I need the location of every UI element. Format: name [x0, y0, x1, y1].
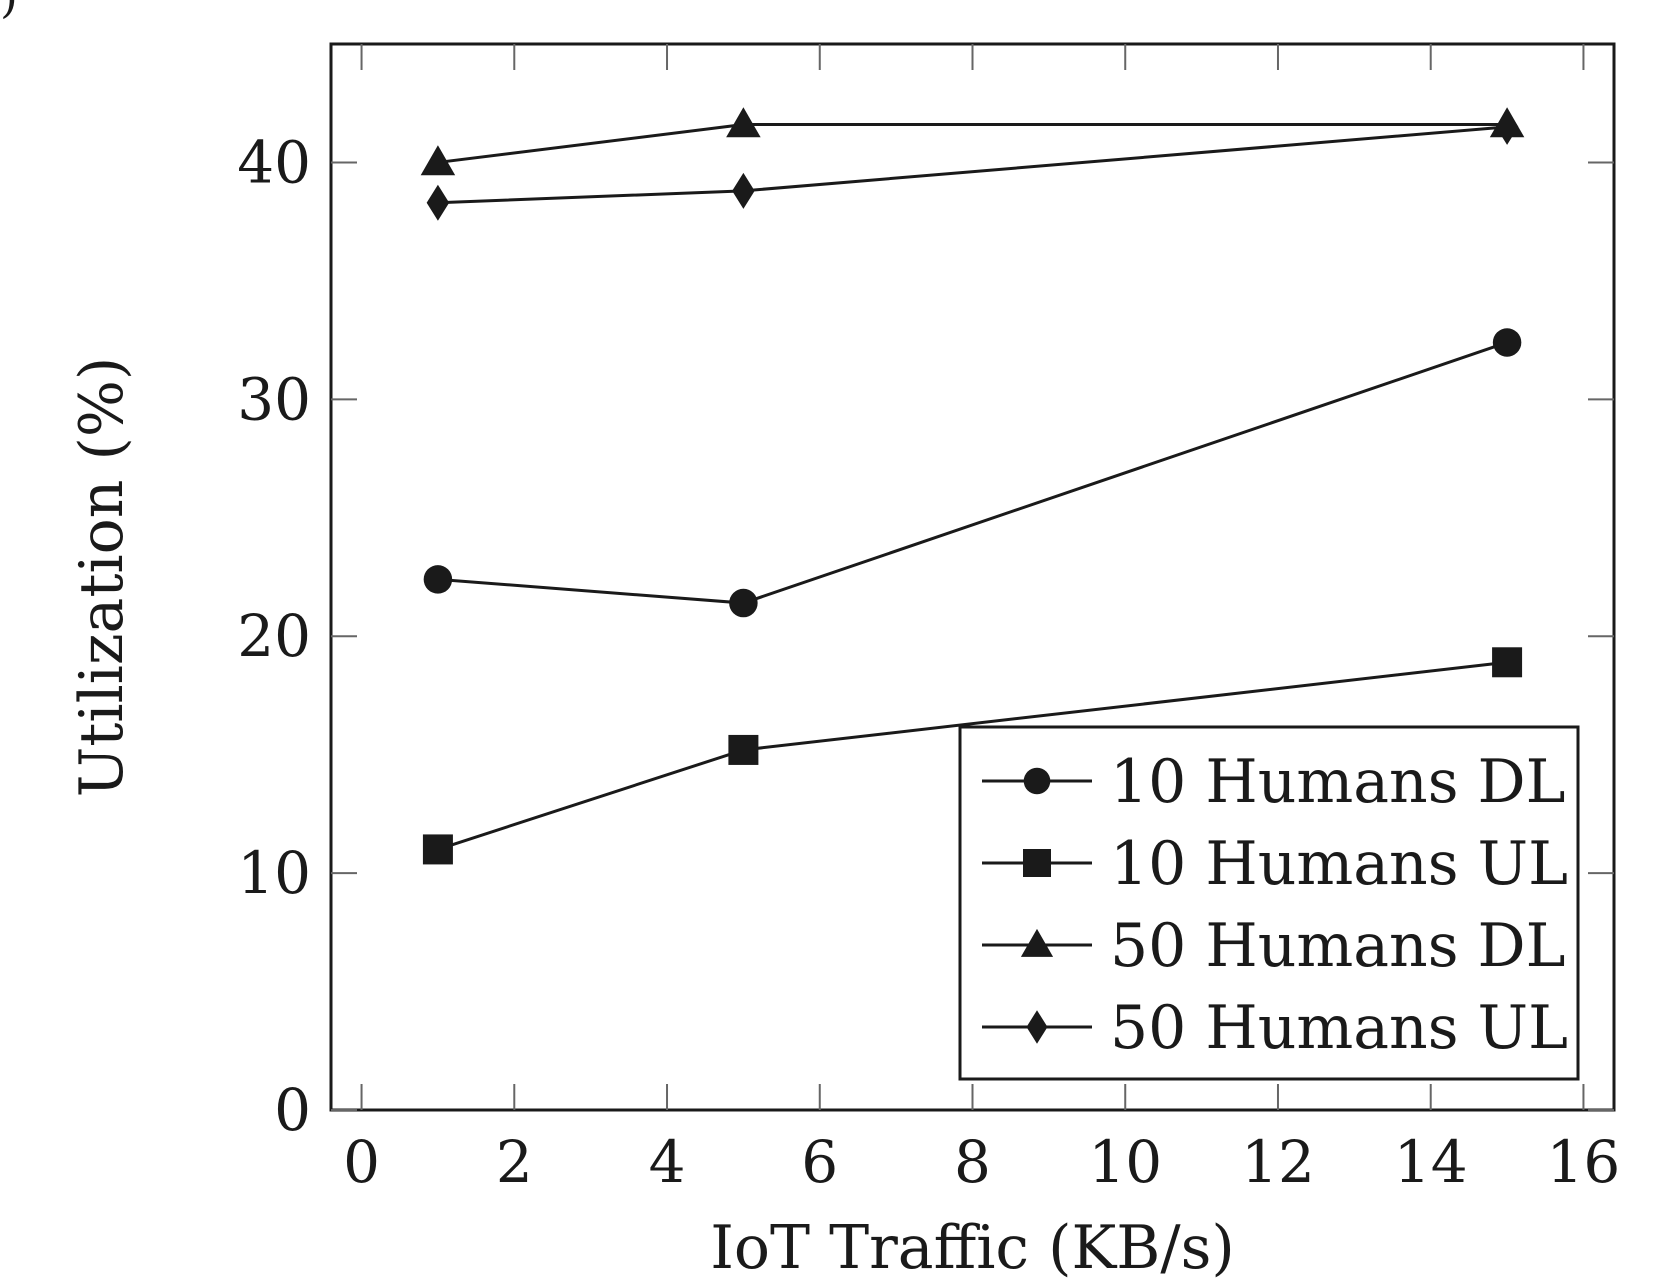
series-line-circle [437, 341, 1508, 605]
y-tick-label: 10 [237, 839, 311, 907]
x-tick-label: 10 [1088, 1128, 1162, 1196]
legend-label: 50 Humans DL [1110, 911, 1566, 981]
data-point-circle [729, 588, 758, 618]
legend-label: 10 Humans UL [1110, 829, 1568, 899]
x-tick-label: 4 [649, 1128, 686, 1196]
legend-marker-diamond [1026, 1010, 1048, 1044]
legend-label: 10 Humans DL [1110, 747, 1566, 817]
data-point-diamond [1495, 108, 1519, 145]
x-tick-label: 8 [954, 1128, 991, 1196]
x-tick-label: 16 [1547, 1128, 1621, 1196]
data-point-circle [423, 565, 453, 594]
y-axis-title: Utilization (%) [67, 357, 137, 798]
data-point-square [728, 734, 759, 765]
legend-marker-triangle [1020, 928, 1054, 957]
data-point-diamond [732, 172, 755, 209]
data-point-triangle [420, 145, 456, 176]
x-axis-title: IoT Traffic (KB/s) [710, 1213, 1235, 1283]
y-tick-label: 30 [237, 365, 311, 433]
legend-label: 50 Humans UL [1110, 993, 1568, 1063]
y-tick-label: 40 [237, 128, 311, 196]
data-point-square [1492, 647, 1523, 678]
data-point-circle [1492, 328, 1522, 357]
x-tick-label: 14 [1394, 1128, 1468, 1196]
series-line-triangle [437, 123, 1508, 164]
legend-marker-square [1023, 849, 1051, 877]
x-tick-label: 0 [343, 1128, 380, 1196]
legend-marker-circle [1023, 767, 1051, 795]
corner-mark: ) [0, 0, 18, 23]
series-line-diamond [437, 125, 1508, 205]
legend-box [958, 725, 1580, 1081]
x-tick-label: 6 [801, 1128, 838, 1196]
data-point-square [422, 834, 453, 865]
legend: 10 Humans DL 10 Humans UL 50 Humans DL 50 H… [958, 725, 1580, 1081]
y-tick-label: 0 [274, 1076, 311, 1144]
plot-area: 0 2 4 6 8 10 12 14 16 0 10 20 30 40 [237, 42, 1621, 1196]
x-tick-label: 12 [1241, 1128, 1315, 1196]
data-point-diamond [426, 184, 450, 221]
data-point-triangle [726, 107, 761, 138]
x-tick-label: 2 [496, 1128, 533, 1196]
y-tick-label: 20 [237, 602, 311, 670]
